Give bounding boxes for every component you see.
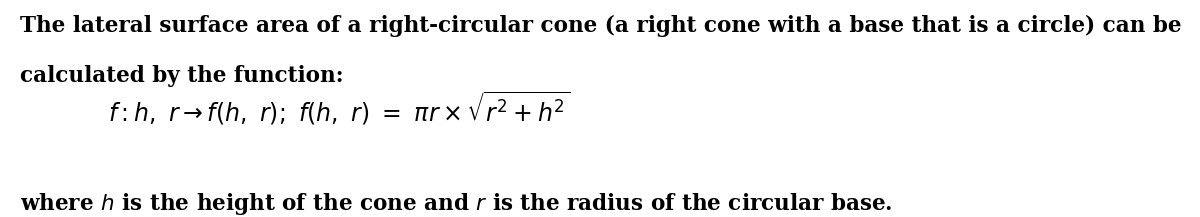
Text: The lateral surface area of a right-circular cone (a right cone with a base that: The lateral surface area of a right-circ… [20,15,1182,37]
Text: where $h$ is the height of the cone and $r$ is the radius of the circular base.: where $h$ is the height of the cone and … [20,191,893,217]
Text: $f: h,\ r \rightarrow f(h,\ r);\ f(h,\ r)\ =\ \pi r \times \sqrt{r^{2}+h^{2}}$: $f: h,\ r \rightarrow f(h,\ r);\ f(h,\ r… [108,90,570,127]
Text: calculated by the function:: calculated by the function: [20,65,344,87]
